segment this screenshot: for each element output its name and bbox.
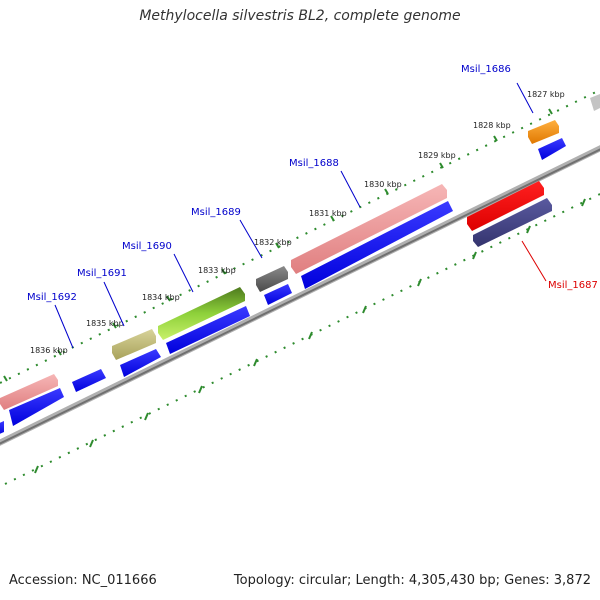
gene-label-msil-1690: Msil_1690: [122, 241, 172, 252]
gene-label-group[interactable]: Msil_1692: [27, 292, 77, 349]
scale-label: 1835 kbp: [86, 319, 124, 328]
gene-salmon-left[interactable]: [0, 374, 58, 410]
cds-arrow[interactable]: [538, 138, 566, 160]
gene-red-1687[interactable]: [467, 181, 544, 231]
scale-label: 1828 kbp: [473, 121, 511, 130]
map-title: Methylocella silvestris BL2, complete ge…: [139, 8, 461, 24]
cds-arrow[interactable]: [0, 421, 4, 436]
gene-slate[interactable]: [473, 198, 552, 247]
gene-label-group[interactable]: Msil_1689: [191, 207, 263, 259]
scale-label: 1834 kbp: [142, 293, 180, 302]
scale-label: 1831 kbp: [309, 209, 347, 218]
gene-olive[interactable]: [112, 329, 156, 360]
gene-label-group[interactable]: Msil_1686: [461, 64, 534, 114]
gene-label-msil-1691: Msil_1691: [77, 268, 127, 279]
scale-label: 1833 kbp: [198, 266, 236, 275]
scale-label: 1832 kbp: [254, 238, 292, 247]
gene-label-group[interactable]: Msil_1687: [521, 240, 598, 291]
scale-label: 1830 kbp: [364, 180, 402, 189]
cds-arrow[interactable]: [301, 201, 453, 289]
cds-arrow[interactable]: [120, 349, 161, 377]
accession-text: Accession: NC_011666: [9, 573, 157, 588]
gene-label-msil-1687: Msil_1687: [548, 280, 598, 291]
inner-scale-track: [4, 193, 600, 485]
gene-salmon-1688[interactable]: [291, 184, 447, 274]
gene-label-msil-1688: Msil_1688: [289, 158, 339, 169]
scale-label: 1827 kbp: [527, 90, 565, 99]
gene-label-msil-1689: Msil_1689: [191, 207, 241, 218]
gene-label-group[interactable]: Msil_1691: [77, 268, 127, 327]
gene-orange-1686[interactable]: [528, 120, 559, 144]
cds-arrow[interactable]: [72, 369, 106, 392]
inner-scale-ticks: [34, 198, 586, 474]
gene-gray-edge[interactable]: [590, 94, 600, 111]
scale-label: 1829 kbp: [418, 151, 456, 160]
cds-arrow[interactable]: [9, 388, 64, 426]
gene-label-msil-1686: Msil_1686: [461, 64, 511, 75]
scale-label: 1836 kbp: [30, 346, 68, 355]
cds-arrow[interactable]: [264, 284, 292, 305]
gene-label-group[interactable]: Msil_1690: [122, 241, 194, 293]
outer-scale-track: [0, 89, 600, 384]
genome-summary-text: Topology: circular; Length: 4,305,430 bp…: [233, 573, 591, 588]
outer-scale-ticks: [3, 108, 553, 382]
gene-gray[interactable]: [256, 266, 288, 292]
cds-arrow[interactable]: [166, 306, 250, 354]
gene-green[interactable]: [158, 287, 245, 340]
gene-label-group[interactable]: Msil_1688: [289, 158, 361, 208]
gene-label-msil-1692: Msil_1692: [27, 292, 77, 303]
